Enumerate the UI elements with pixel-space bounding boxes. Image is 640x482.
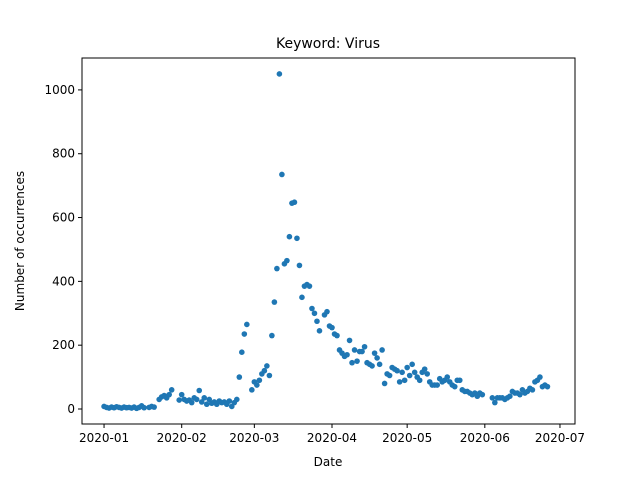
- point: [396, 379, 403, 385]
- point: [264, 363, 270, 369]
- y-tick-label: 600: [52, 211, 75, 225]
- point: [316, 328, 323, 334]
- x-tick-label: 2020-04: [307, 431, 357, 445]
- x-tick-label: 2020-05: [382, 431, 432, 445]
- point: [351, 347, 358, 353]
- point: [411, 369, 418, 376]
- point: [492, 399, 498, 406]
- point: [271, 299, 278, 305]
- point: [244, 321, 250, 328]
- point: [286, 233, 293, 240]
- point: [394, 367, 400, 374]
- point: [416, 377, 423, 384]
- point: [489, 395, 496, 401]
- point: [537, 374, 543, 380]
- point: [249, 387, 255, 393]
- point: [401, 377, 408, 384]
- point: [166, 391, 172, 398]
- x-tick-label: 2020-01: [79, 431, 129, 445]
- point: [479, 391, 486, 398]
- point: [254, 382, 260, 388]
- point: [346, 337, 353, 344]
- point: [456, 377, 463, 384]
- point: [234, 396, 240, 403]
- x-tick-label: 2020-03: [229, 431, 279, 445]
- y-tick-label: 0: [67, 402, 75, 416]
- x-tick-label: 2020-06: [460, 431, 510, 445]
- point: [369, 363, 375, 369]
- point: [406, 372, 413, 379]
- point: [193, 396, 200, 403]
- point: [444, 374, 451, 380]
- point: [376, 361, 383, 368]
- point: [168, 387, 175, 393]
- point: [276, 71, 283, 77]
- point: [176, 397, 182, 403]
- point: [324, 308, 330, 315]
- point: [451, 383, 458, 390]
- point: [241, 331, 248, 337]
- y-tick-label: 1000: [44, 83, 75, 97]
- point: [201, 395, 208, 401]
- point: [381, 380, 388, 387]
- point: [256, 377, 263, 384]
- x-axis-label: Date: [314, 455, 343, 469]
- point: [314, 318, 320, 325]
- x-tick-label: 2020-02: [157, 431, 207, 445]
- chart-title: Keyword: Virus: [276, 36, 380, 52]
- point: [421, 366, 428, 372]
- point: [294, 235, 300, 242]
- point: [299, 294, 305, 301]
- point: [507, 393, 513, 400]
- point: [374, 355, 380, 361]
- y-tick-label: 800: [52, 147, 75, 161]
- point: [344, 351, 350, 358]
- point: [517, 391, 523, 398]
- point: [284, 257, 290, 264]
- point: [544, 383, 551, 390]
- y-axis-label: Number of occurrences: [13, 171, 27, 311]
- x-tick-label: 2020-07: [535, 431, 585, 445]
- y-tick-label: 400: [52, 274, 75, 288]
- point: [404, 364, 410, 371]
- y-tick-label: 200: [52, 338, 75, 352]
- point: [291, 199, 298, 206]
- point: [361, 343, 368, 350]
- point: [151, 404, 157, 410]
- point: [306, 283, 313, 289]
- point: [236, 374, 243, 380]
- point: [399, 369, 405, 376]
- point: [354, 358, 360, 364]
- point: [196, 387, 203, 394]
- point: [329, 324, 335, 331]
- point: [529, 387, 536, 393]
- point: [198, 399, 205, 405]
- point: [141, 404, 147, 411]
- point: [424, 371, 431, 377]
- point: [311, 310, 318, 317]
- point: [261, 367, 268, 374]
- point: [188, 399, 195, 406]
- point: [274, 265, 280, 272]
- point: [296, 262, 303, 269]
- point: [239, 349, 245, 356]
- point: [309, 305, 315, 312]
- point: [269, 332, 275, 339]
- point: [226, 398, 233, 404]
- point: [266, 372, 273, 379]
- point: [349, 359, 355, 366]
- point: [359, 348, 365, 355]
- point: [386, 372, 393, 379]
- point: [371, 350, 378, 356]
- plot-frame: [81, 57, 576, 425]
- point: [279, 171, 285, 178]
- point: [203, 401, 210, 408]
- point: [434, 382, 441, 388]
- point: [178, 391, 185, 398]
- point: [379, 347, 385, 353]
- point: [334, 332, 340, 339]
- point: [409, 361, 415, 368]
